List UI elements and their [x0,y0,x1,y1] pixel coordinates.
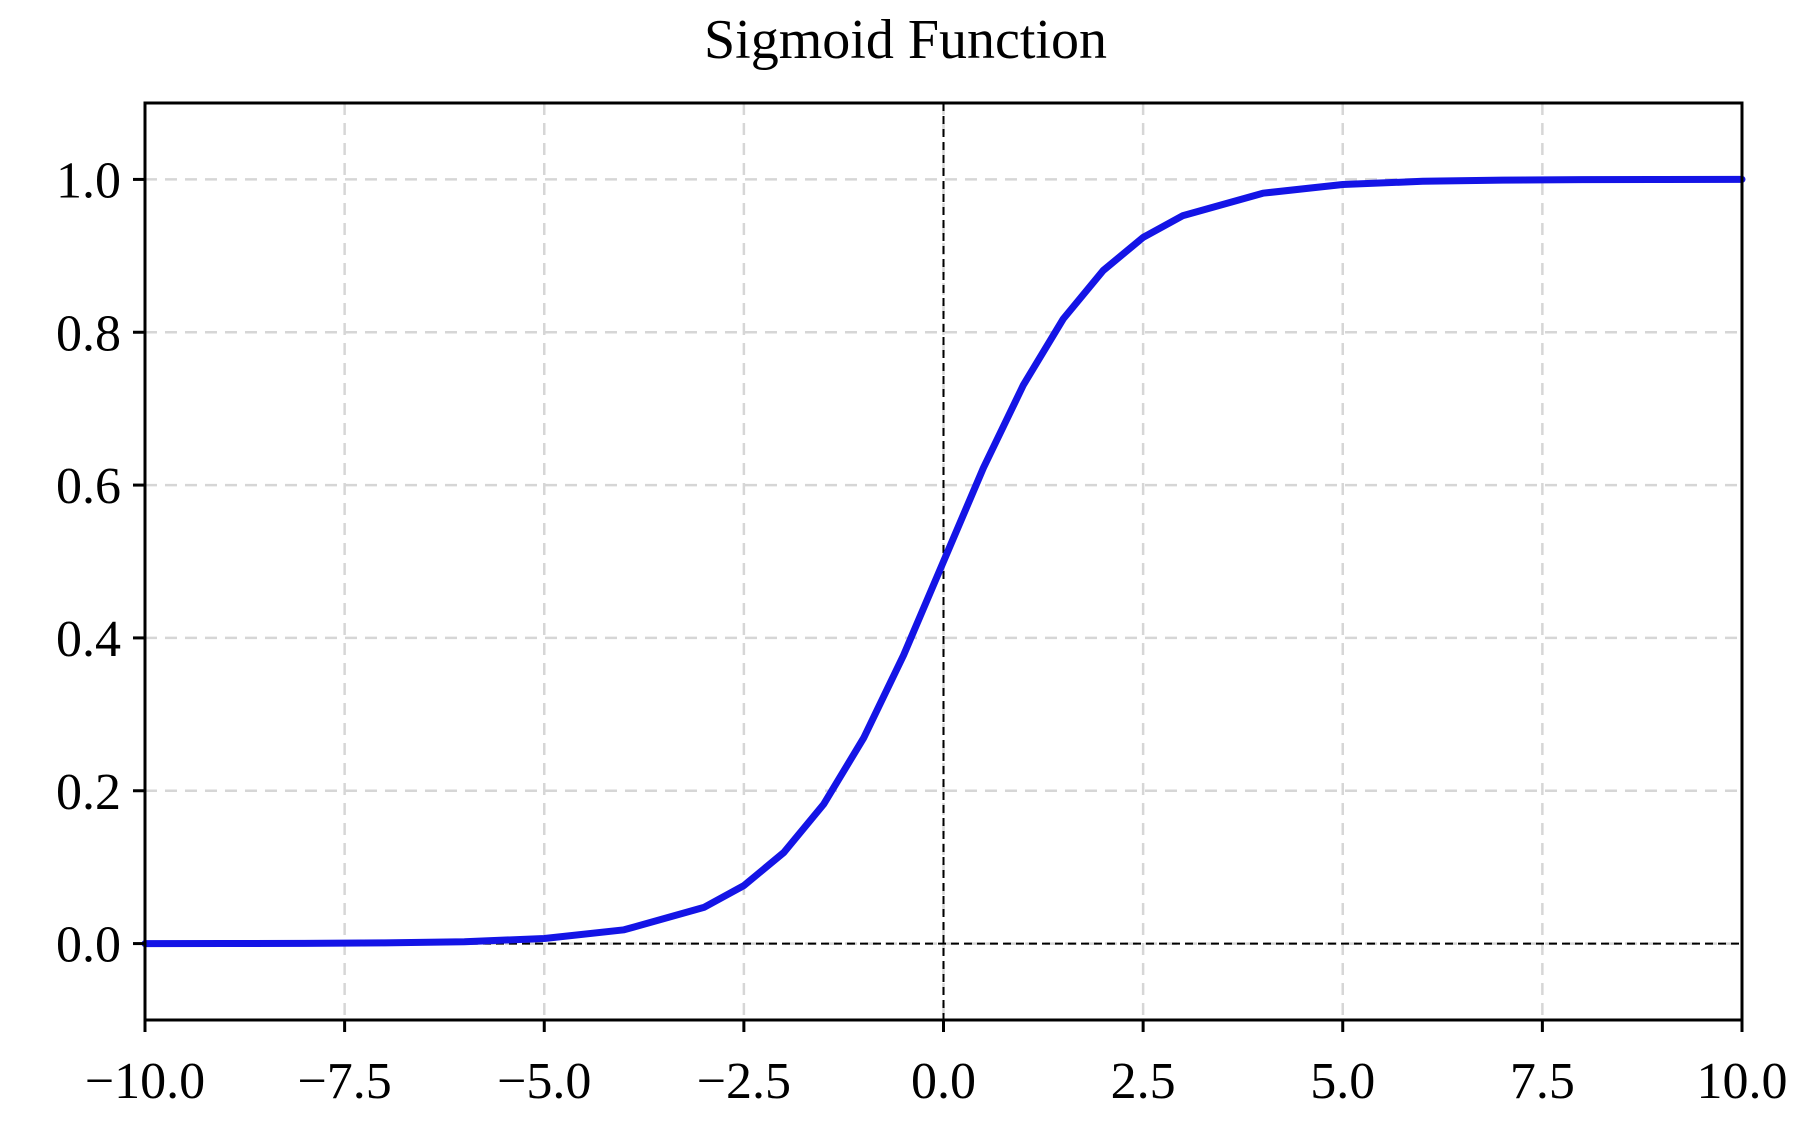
x-tick-label: −7.5 [297,1053,391,1110]
y-tick-label: 1.0 [56,152,121,209]
x-tick-label: 2.5 [1111,1053,1176,1110]
x-tick-label: −5.0 [497,1053,591,1110]
x-tick-label: 0.0 [911,1053,976,1110]
x-tick-label: −10.0 [85,1053,205,1110]
chart-title: Sigmoid Function [704,9,1107,71]
y-tick-label: 0.0 [56,917,121,974]
series-line [141,175,1746,948]
x-tick-label: 10.0 [1697,1053,1788,1110]
y-tick-label: 0.4 [56,611,121,668]
x-tick-label: 7.5 [1510,1053,1575,1110]
x-tick-label: 5.0 [1310,1053,1375,1110]
y-tick-label: 0.8 [56,305,121,362]
y-tick-label: 0.6 [56,458,121,515]
y-tick-label: 0.2 [56,764,121,821]
x-tick-label: −2.5 [697,1053,791,1110]
